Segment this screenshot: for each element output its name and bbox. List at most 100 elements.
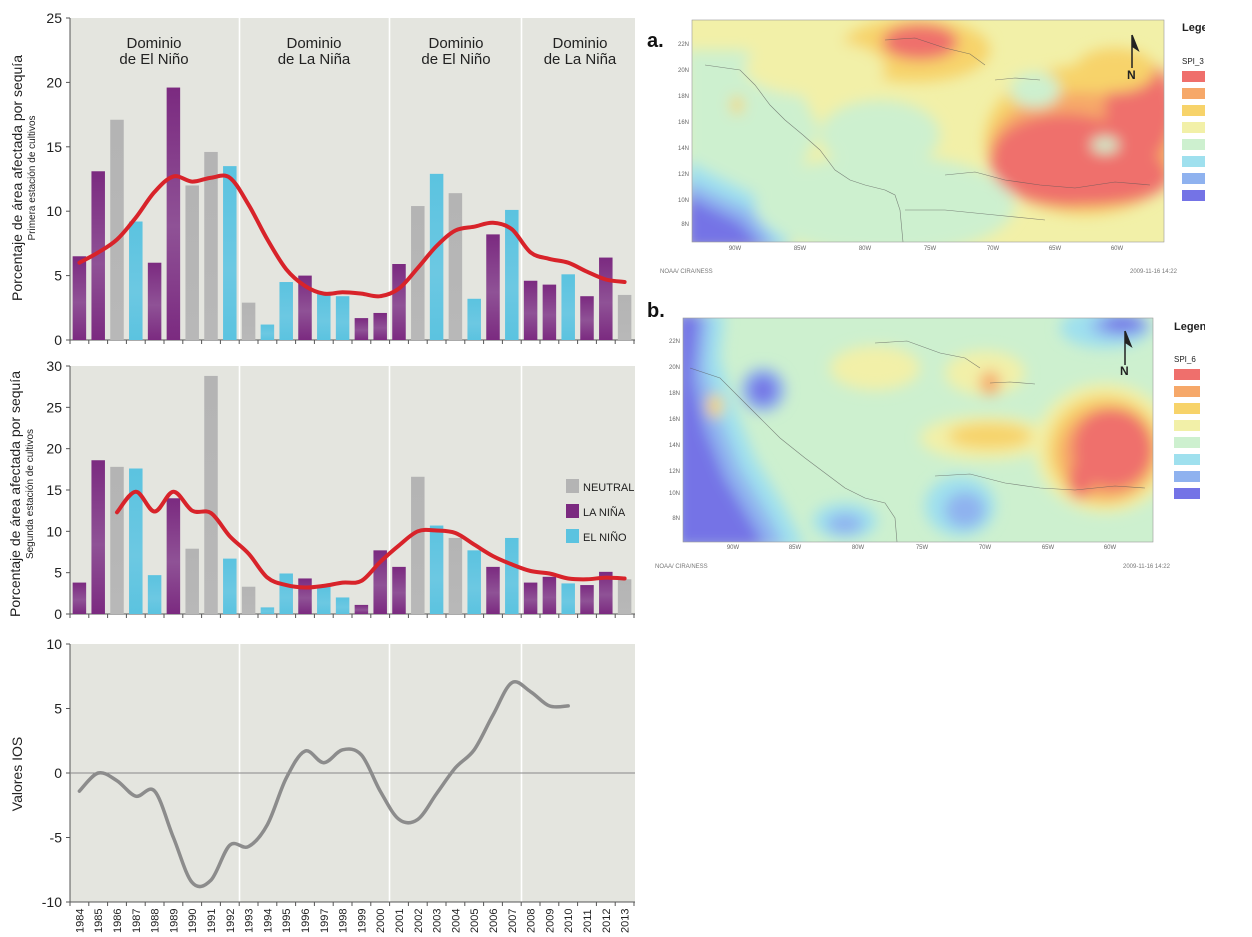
bar [448,537,463,614]
legend: NEUTRAL LA NIÑA EL NIÑO [566,479,634,544]
y-tick-label: 5 [54,701,62,717]
legend-swatch [1182,71,1205,82]
bar [91,171,105,340]
y-tick-label: 0 [54,332,62,348]
lon-label: 90W [727,545,740,551]
bar [260,607,275,614]
panel-3-ylabel: Valores IOS [9,737,25,811]
lat-label: 10N [678,198,689,204]
legend-swatch [1174,386,1200,397]
map-a-legend: < -2.0-2.0 - -1.5-1.5 - -1.0-1.0 - 00 - … [1182,71,1205,201]
map-b-footer-right: 2009-11-16 14:22 [1123,564,1171,570]
bar [279,282,293,340]
x-tick-label: 2013 [620,909,632,933]
bar [129,221,143,340]
lon-label: 65W [1049,246,1062,252]
x-tick-label: 1990 [187,909,199,933]
x-tick-label: 2009 [544,909,556,933]
bar [561,274,575,340]
bar [91,460,105,614]
legend-swatch [1182,139,1205,150]
bar [392,264,406,340]
x-tick-label: 2003 [432,909,444,933]
lon-label: 80W [852,545,865,551]
y-tick-label: 20 [46,441,62,457]
map-b-field [683,318,1153,542]
spi6-map-panel: b. [647,300,1205,570]
y-tick-label: 25 [46,10,62,26]
map-b-panel-label: b. [647,300,665,322]
bar [223,166,237,340]
bar [260,324,275,340]
legend-swatch [1182,122,1205,133]
map-a-frame [691,19,1165,243]
bar [204,151,218,340]
bar [505,537,519,614]
bar [542,284,557,340]
lat-label: 16N [678,120,689,126]
lon-label: 90W [729,246,742,252]
bar [617,579,632,614]
map-b-lat-labels: 22N 20N 18N 16N 14N 12N 10N 8N [669,339,680,522]
north-arrow-icon: N [1127,34,1140,82]
legend-swatch [1174,420,1200,431]
bar [72,256,87,340]
domain-label-line2: de El Niño [421,51,490,68]
north-arrow-icon: N [1120,330,1133,378]
legend-label-nino: EL NIÑO [583,531,627,544]
bar [599,571,613,614]
domain-label-line2: de El Niño [119,51,188,68]
lon-label: 85W [789,545,802,551]
bar [185,185,199,340]
lat-label: 12N [669,469,680,475]
x-tick-label: 2005 [469,909,481,933]
panel-1-ylabel: Porcentaje de área afectada por sequía [9,55,25,301]
y-tick-label: 25 [46,399,62,415]
bar [317,293,331,340]
x-tick-label: 2002 [413,909,425,933]
x-tick-label: 2010 [563,909,575,933]
bar [241,586,256,614]
lon-label: 80W [859,246,872,252]
lat-label: 12N [678,172,689,178]
legend-swatch-nina [566,504,579,518]
map-a-lat-labels: 22N 20N 18N 16N 14N 12N 10N 8N [678,42,689,228]
ios-line [77,680,570,889]
x-tick-label: 2011 [582,909,594,933]
legend-swatch [1174,369,1200,380]
x-tick-label: 1993 [244,909,256,933]
legend-label-nina: LA NIÑA [583,506,626,519]
y-tick-label: 30 [46,358,62,374]
bar [147,575,162,614]
bar [580,585,594,614]
map-b-footer-left: NOAA/ CIRA/NESS [655,564,708,570]
bar [448,193,463,340]
lat-label: 16N [669,417,680,423]
bar [166,87,181,340]
x-tick-label: 2008 [526,909,538,933]
legend-label-neutral: NEUTRAL [583,482,634,494]
legend-swatch [1182,88,1205,99]
spi3-map-panel: a. [647,19,1205,275]
x-tick-label: 2007 [507,909,519,933]
bar [429,173,444,340]
lat-label: 20N [678,68,689,74]
bar [204,375,218,614]
lon-label: 60W [1104,545,1117,551]
domain-labels: Dominio de El Niño Dominio de La Niña Do… [119,35,617,68]
panel-1-background [70,18,635,340]
bar [411,476,425,614]
x-tick-label: 2001 [394,909,406,933]
lat-label: 22N [669,339,680,345]
x-tick-label: 1998 [338,909,350,933]
lat-label: 8N [681,222,689,228]
x-tick-label: 1986 [112,909,124,933]
bar [129,468,143,614]
legend-swatch [1182,105,1205,116]
lon-label: 60W [1111,246,1124,252]
lat-label: 18N [678,94,689,100]
bar [147,262,162,340]
map-a-index-label: SPI_3 [1182,57,1204,66]
lon-label: 75W [916,545,929,551]
domain-label-line2: de La Niña [544,51,617,68]
